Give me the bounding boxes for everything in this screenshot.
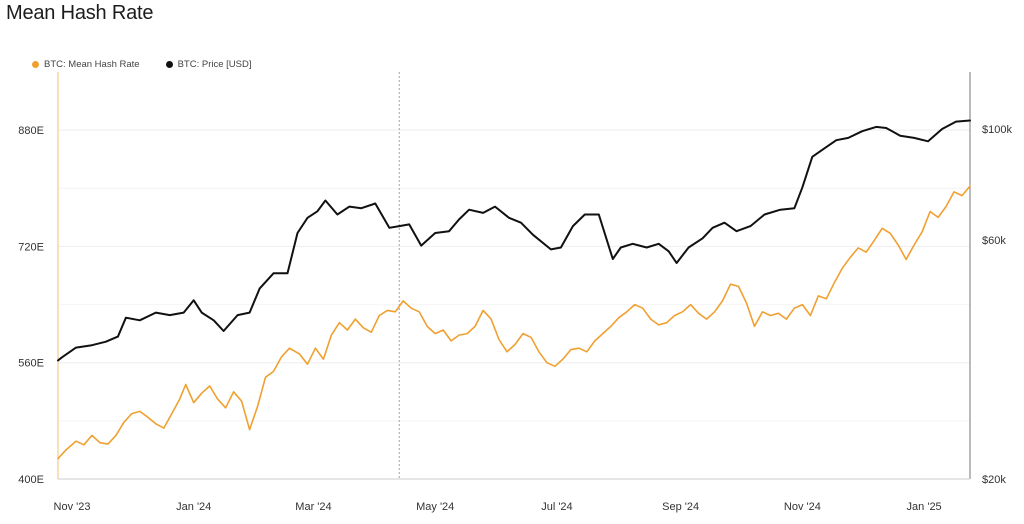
legend-swatch-price [165, 61, 173, 68]
legend-swatch-hash-rate [32, 61, 39, 68]
series-lines [57, 119, 971, 460]
series-line-hash-rate [57, 185, 971, 460]
x-tick-label: Jan '24 [176, 501, 211, 513]
x-tick-label: Nov '24 [784, 501, 821, 513]
x-tick-label: May '24 [416, 501, 454, 513]
legend-item-hash-rate[interactable]: BTC: Mean Hash Rate [32, 59, 140, 70]
legend: BTC: Mean Hash Rate BTC: Price [USD] [32, 59, 251, 70]
y-left-tick-label: 880E [18, 125, 44, 137]
x-tick-label: Jan '25 [907, 501, 942, 513]
y-left-tick-label: 560E [18, 358, 44, 370]
y-right-tick-label: $20k [982, 474, 1006, 486]
x-tick-label: Nov '23 [54, 501, 91, 513]
legend-label-price: BTC: Price [USD] [177, 59, 252, 70]
chart-title: Mean Hash Rate [6, 2, 154, 24]
y-right-tick-label: $100k [982, 124, 1012, 136]
x-tick-label: Sep '24 [662, 501, 699, 513]
series-line-price [57, 119, 971, 362]
legend-item-price[interactable]: BTC: Price [USD] [165, 59, 252, 70]
gridlines [58, 129, 970, 422]
y-left-tick-label: 400E [18, 474, 44, 486]
tick-labels: 400E 560E 720E 880E $20k $60k $100k Nov '23 Jan … [18, 124, 1012, 513]
axes [57, 72, 971, 480]
x-tick-label: Mar '24 [295, 501, 331, 513]
y-left-tick-label: 720E [18, 241, 44, 253]
y-right-tick-label: $60k [982, 235, 1006, 247]
x-tick-label: Jul '24 [541, 501, 572, 513]
legend-label-hash-rate: BTC: Mean Hash Rate [44, 59, 140, 70]
